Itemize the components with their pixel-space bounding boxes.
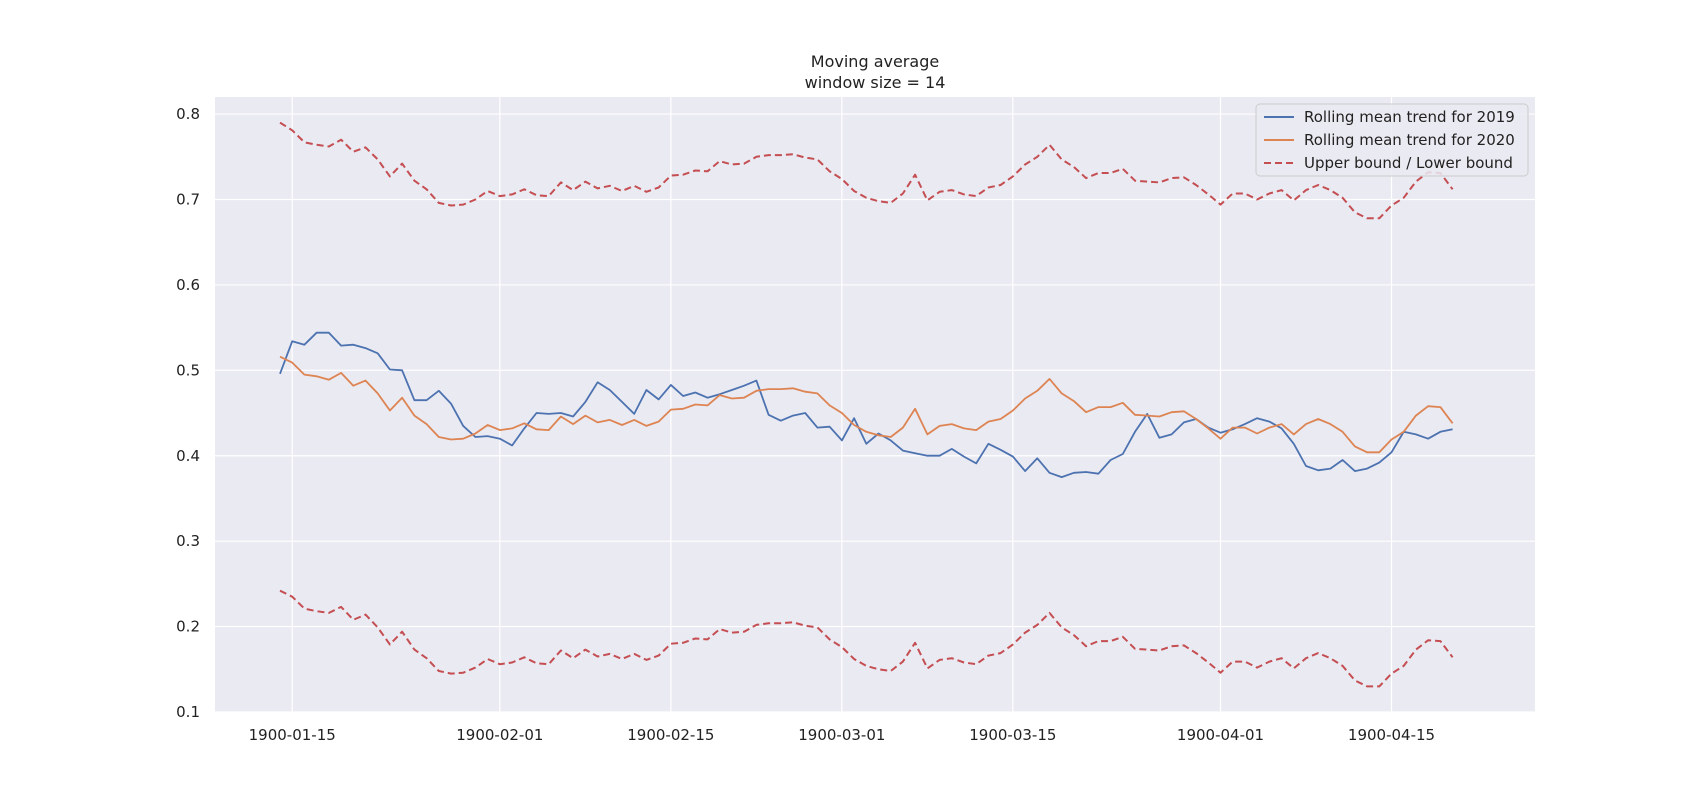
- y-tick-label: 0.6: [176, 276, 200, 294]
- y-tick-label: 0.2: [176, 618, 200, 636]
- y-tick-label: 0.7: [176, 191, 200, 209]
- lower-bound-line: [279, 589, 1454, 688]
- y-tick-label: 0.3: [176, 532, 200, 550]
- y-tick-label: 0.1: [176, 703, 200, 721]
- legend-box: [1255, 103, 1529, 177]
- plot-area: [215, 97, 1535, 712]
- legend-label: Rolling mean trend for 2019: [1304, 108, 1515, 126]
- chart-title-line-1: Moving average: [811, 52, 939, 71]
- series-line-1: [279, 355, 1454, 454]
- y-tick-label: 0.8: [176, 105, 200, 123]
- x-tick-label: 1900-04-01: [1177, 726, 1264, 744]
- x-tick-label: 1900-03-15: [969, 726, 1056, 744]
- upper-bound-line: [279, 121, 1454, 220]
- x-tick-label: 1900-01-15: [249, 726, 336, 744]
- tick-labels: 0.1 0.2 0.3 0.4 0.5 0.6 0.7 0.8 1900-01-15 1900-0…: [176, 105, 1435, 744]
- x-tick-label: 1900-03-01: [798, 726, 885, 744]
- x-tick-label: 1900-04-15: [1348, 726, 1435, 744]
- legend: Rolling mean trend for 2019 Rolling mean …: [1255, 103, 1529, 177]
- series-layer: [279, 121, 1454, 688]
- x-tick-label: 1900-02-01: [456, 726, 543, 744]
- series-line-0: [279, 331, 1453, 479]
- y-tick-label: 0.5: [176, 361, 200, 379]
- y-tick-label: 0.4: [176, 447, 200, 465]
- legend-label: Rolling mean trend for 2020: [1304, 131, 1515, 149]
- chart-title-line-2: window size = 14: [805, 73, 946, 92]
- legend-label: Upper bound / Lower bound: [1304, 154, 1513, 172]
- x-tick-label: 1900-02-15: [627, 726, 714, 744]
- grid-lines: [215, 97, 1535, 713]
